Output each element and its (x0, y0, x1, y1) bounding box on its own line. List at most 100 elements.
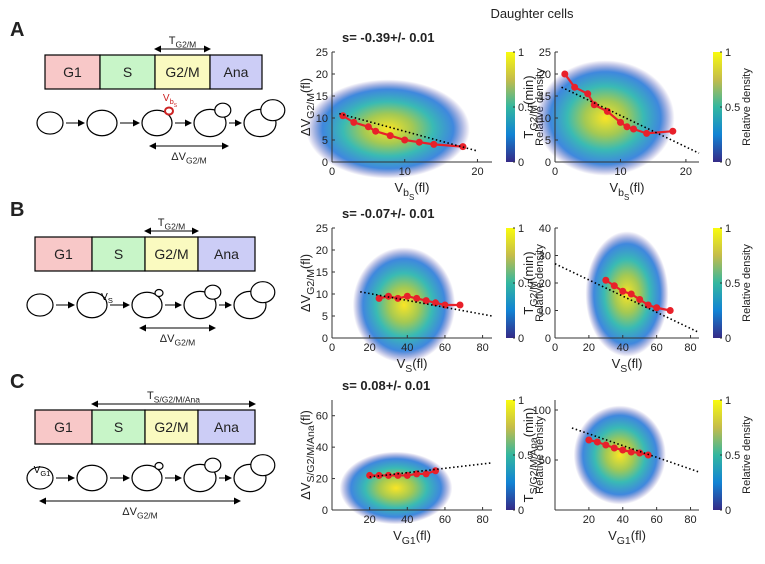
cell (26, 293, 54, 317)
y-tick-label: 30 (539, 251, 551, 263)
phase-label: Ana (214, 246, 239, 262)
colorbar (506, 52, 515, 162)
colorbar-tick-label: 1 (725, 223, 731, 235)
y-label-group: ΔVG2/M(fl) (298, 78, 317, 136)
label-part: (min) (521, 75, 536, 105)
binned-mean (394, 471, 402, 479)
label-part: G2/M (528, 105, 540, 131)
label-part: S (409, 193, 414, 202)
label-part: V (34, 465, 41, 476)
x-tick-label: 60 (651, 514, 663, 526)
y-label-group: TG2/M(min) (521, 251, 540, 314)
label-part: V (609, 180, 618, 195)
label-part: ΔV (122, 506, 137, 518)
label-part: ΔV (298, 294, 313, 312)
x-tick-label: 20 (471, 166, 483, 178)
label-part: G2/M (305, 269, 317, 295)
binned-mean (403, 471, 411, 479)
label-part: (fl) (298, 78, 313, 93)
density-cloud (573, 405, 666, 505)
label-part: ΔV (160, 333, 175, 345)
bud (154, 288, 164, 298)
x-tick-label: 80 (684, 342, 696, 354)
y-tick-label: 20 (539, 278, 551, 290)
label-part: T (521, 131, 536, 139)
binned-mean (430, 140, 438, 148)
label: VS(fl) (397, 356, 428, 375)
phase-box (34, 409, 93, 445)
label: VbS(fl) (394, 180, 429, 202)
binned-mean (627, 290, 635, 298)
colorbar-tick-label: 0 (518, 505, 524, 517)
label-part: G2/M (175, 39, 196, 49)
x-tick-label: 40 (617, 514, 629, 526)
binned-mean (623, 123, 631, 131)
x-tick-label: 10 (399, 166, 411, 178)
x-tick-label: 40 (401, 514, 413, 526)
binned-mean (571, 83, 579, 91)
x-tick-label: 60 (439, 342, 451, 354)
chart-title: s= -0.07+/- 0.01 (342, 206, 435, 221)
label-part: T (521, 307, 536, 315)
colorbar-tick-label: 0 (518, 157, 524, 169)
label: ΔVS/G2/M/Ana(fl) (298, 410, 317, 500)
phase-box (154, 54, 211, 90)
colorbar-tick-label: 0.5 (725, 278, 740, 290)
phase-label: G2/M (154, 246, 188, 262)
x-tick-label: 0 (329, 166, 335, 178)
label-part: ΔV (298, 118, 313, 136)
phase-label: G1 (54, 419, 73, 435)
label-part: G2/M (174, 337, 195, 347)
binned-mean (384, 471, 392, 479)
cell (86, 109, 118, 137)
phase-box (91, 409, 146, 445)
bud (214, 102, 232, 118)
colorbar (506, 228, 515, 338)
label-part: (min) (521, 408, 536, 438)
phase-box (91, 236, 146, 272)
binned-mean (366, 471, 374, 479)
colorbar-tick-label: 0.5 (518, 102, 533, 114)
x-tick-label: 80 (476, 342, 488, 354)
colorbar-tick-label: 0.5 (725, 102, 740, 114)
binned-mean (413, 294, 421, 302)
y-tick-label: 20 (316, 474, 328, 486)
label-part: b (403, 187, 409, 199)
label-part: G2/M (164, 221, 185, 231)
binned-mean (610, 282, 618, 290)
y-tick-label: 20 (539, 69, 551, 81)
y-tick-label: 25 (539, 47, 551, 59)
label: TS/G2/M/Ana (147, 390, 200, 404)
panel-letter: C (10, 371, 24, 393)
panel-letter: A (10, 19, 24, 41)
y-tick-label: 15 (539, 91, 551, 103)
binned-mean (602, 276, 610, 284)
x-tick-label: 20 (583, 514, 595, 526)
chart-title: s= -0.39+/- 0.01 (342, 30, 435, 45)
bud (164, 106, 174, 116)
y-tick-label: 5 (322, 135, 328, 147)
density-cloud (536, 60, 675, 176)
fit-line (554, 263, 700, 334)
label-part: S (405, 363, 412, 375)
density-cloud (585, 231, 669, 357)
phase-box (197, 409, 256, 445)
label-part: (fl) (298, 254, 313, 269)
label-part: S (624, 193, 629, 202)
label-part: T (169, 35, 176, 47)
y-tick-label: 15 (316, 267, 328, 279)
binned-mean (653, 304, 661, 312)
x-tick-label: 20 (583, 342, 595, 354)
label-part: V (393, 528, 402, 543)
phase-box (197, 236, 256, 272)
colorbar-tick-label: 1 (518, 47, 524, 59)
y-tick-label: 10 (539, 306, 551, 318)
binned-mean (432, 467, 440, 475)
x-tick-label: 60 (439, 514, 451, 526)
phase-label: S (123, 64, 132, 80)
cell (76, 464, 108, 492)
label: TG2/M(min) (521, 251, 540, 314)
label-part: V (163, 93, 170, 104)
phase-box (44, 54, 101, 90)
phase-label: G2/M (165, 64, 199, 80)
